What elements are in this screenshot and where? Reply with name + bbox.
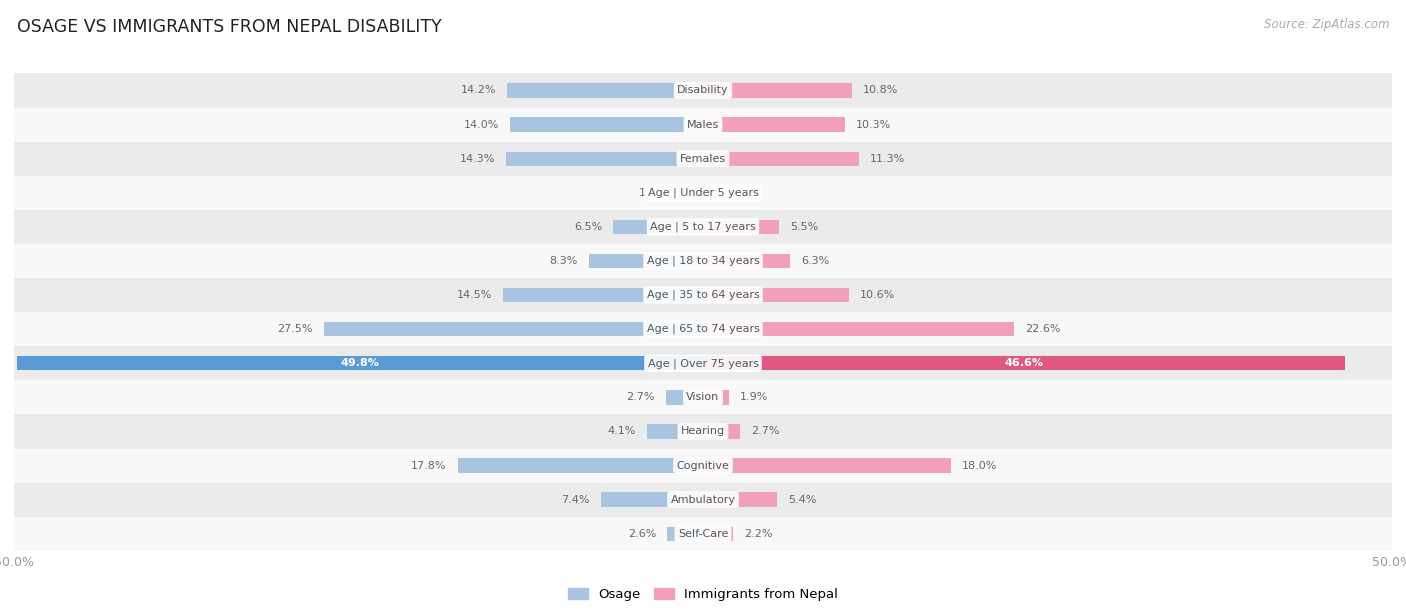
Text: Disability: Disability <box>678 86 728 95</box>
Bar <box>508 83 703 98</box>
Text: Self-Care: Self-Care <box>678 529 728 539</box>
Text: 14.3%: 14.3% <box>460 154 495 163</box>
Bar <box>703 526 734 541</box>
Text: 17.8%: 17.8% <box>411 461 447 471</box>
Bar <box>14 278 1392 312</box>
Text: 2.7%: 2.7% <box>626 392 655 402</box>
Bar <box>668 526 703 541</box>
Text: 14.5%: 14.5% <box>457 290 492 300</box>
Text: 6.5%: 6.5% <box>574 222 602 232</box>
Bar <box>703 83 852 98</box>
Text: 11.3%: 11.3% <box>870 154 905 163</box>
Bar <box>703 356 1346 370</box>
Text: 6.3%: 6.3% <box>801 256 830 266</box>
Bar <box>703 118 845 132</box>
Text: Age | Under 5 years: Age | Under 5 years <box>648 187 758 198</box>
Text: 14.0%: 14.0% <box>464 119 499 130</box>
Text: Ambulatory: Ambulatory <box>671 494 735 505</box>
Text: 22.6%: 22.6% <box>1025 324 1062 334</box>
Bar <box>14 73 1392 108</box>
Text: 2.6%: 2.6% <box>627 529 657 539</box>
Bar <box>678 185 703 200</box>
Text: Source: ZipAtlas.com: Source: ZipAtlas.com <box>1264 18 1389 31</box>
Bar <box>703 185 717 200</box>
Bar <box>703 458 950 472</box>
Bar <box>703 322 1014 337</box>
Legend: Osage, Immigrants from Nepal: Osage, Immigrants from Nepal <box>562 583 844 606</box>
Bar <box>600 493 703 507</box>
Text: 5.5%: 5.5% <box>790 222 818 232</box>
Bar <box>647 424 703 439</box>
Bar <box>14 108 1392 141</box>
Text: 2.7%: 2.7% <box>751 427 780 436</box>
Bar <box>510 118 703 132</box>
Bar <box>703 254 790 268</box>
Bar <box>14 244 1392 278</box>
Text: 1.9%: 1.9% <box>740 392 769 402</box>
Bar <box>14 380 1392 414</box>
Text: Age | 65 to 74 years: Age | 65 to 74 years <box>647 324 759 334</box>
Text: Vision: Vision <box>686 392 720 402</box>
Bar <box>14 449 1392 483</box>
Bar <box>503 288 703 302</box>
Text: Cognitive: Cognitive <box>676 461 730 471</box>
Bar <box>666 390 703 405</box>
Text: Females: Females <box>681 154 725 163</box>
Text: OSAGE VS IMMIGRANTS FROM NEPAL DISABILITY: OSAGE VS IMMIGRANTS FROM NEPAL DISABILIT… <box>17 18 441 36</box>
Bar <box>14 517 1392 551</box>
Text: Age | Over 75 years: Age | Over 75 years <box>648 358 758 368</box>
Text: 14.2%: 14.2% <box>461 86 496 95</box>
Bar <box>14 414 1392 449</box>
Bar <box>703 424 740 439</box>
Bar <box>14 176 1392 210</box>
Text: 5.4%: 5.4% <box>789 494 817 505</box>
Text: 4.1%: 4.1% <box>607 427 636 436</box>
Bar <box>506 152 703 166</box>
Bar <box>703 152 859 166</box>
Bar <box>703 493 778 507</box>
Text: 18.0%: 18.0% <box>962 461 997 471</box>
Text: 10.3%: 10.3% <box>856 119 891 130</box>
Bar <box>14 210 1392 244</box>
Bar <box>14 483 1392 517</box>
Text: 7.4%: 7.4% <box>561 494 591 505</box>
Text: Age | 5 to 17 years: Age | 5 to 17 years <box>650 222 756 232</box>
Bar <box>323 322 703 337</box>
Text: Males: Males <box>688 119 718 130</box>
Text: Age | 35 to 64 years: Age | 35 to 64 years <box>647 290 759 300</box>
Text: 8.3%: 8.3% <box>550 256 578 266</box>
Bar <box>14 141 1392 176</box>
Bar <box>14 312 1392 346</box>
Text: 27.5%: 27.5% <box>277 324 314 334</box>
Bar <box>703 220 779 234</box>
Text: 10.8%: 10.8% <box>863 86 898 95</box>
Text: 46.6%: 46.6% <box>1004 358 1043 368</box>
Bar <box>613 220 703 234</box>
Text: 2.2%: 2.2% <box>744 529 773 539</box>
Text: Hearing: Hearing <box>681 427 725 436</box>
Bar <box>703 390 730 405</box>
Bar <box>458 458 703 472</box>
Text: 10.6%: 10.6% <box>860 290 896 300</box>
Bar <box>14 346 1392 380</box>
Bar <box>17 356 703 370</box>
Text: 1.8%: 1.8% <box>638 188 668 198</box>
Text: 49.8%: 49.8% <box>340 358 380 368</box>
Bar <box>589 254 703 268</box>
Bar <box>703 288 849 302</box>
Text: 1.0%: 1.0% <box>728 188 756 198</box>
Text: Age | 18 to 34 years: Age | 18 to 34 years <box>647 256 759 266</box>
